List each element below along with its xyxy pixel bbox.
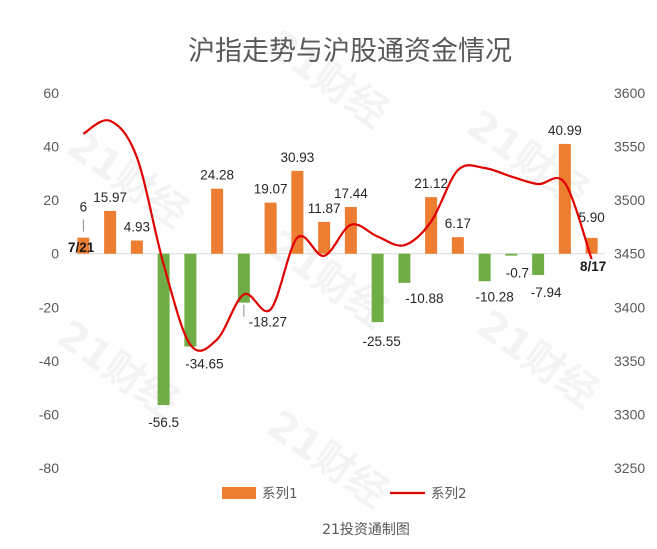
bar-label-13: 21.12: [414, 176, 448, 191]
left-axis-ticks: 60 40 20 0 -20 -40 -60 -80: [39, 85, 59, 476]
bar-14: [451, 237, 464, 254]
left-tick-2: 20: [43, 192, 59, 208]
right-tick-2: 3500: [614, 192, 645, 208]
legend-swatch-series1: [222, 487, 256, 499]
bar-12: [398, 253, 411, 283]
right-tick-3: 3450: [614, 246, 645, 262]
bar-label-9: 11.87: [308, 201, 341, 216]
bar-8: [291, 170, 304, 254]
bar-label-6: -18.27: [249, 315, 287, 330]
bar-2: [130, 240, 143, 254]
chart-title: 沪指走势与沪股通资金情况: [188, 36, 512, 67]
bar-15: [478, 253, 491, 282]
right-tick-4: 3400: [614, 299, 645, 315]
bar-label-10: 17.44: [334, 186, 368, 201]
bar-label-1: 15.97: [93, 190, 127, 205]
bar-label-15: -10.28: [475, 289, 513, 304]
line-series: [82, 119, 593, 352]
right-tick-0: 3600: [614, 85, 645, 101]
end-date-label: 8/17: [580, 259, 606, 274]
left-tick-6: -60: [39, 406, 59, 422]
watermark-5: 21财经: [469, 302, 607, 417]
left-tick-3: 0: [51, 246, 59, 262]
bar-label-12: -10.88: [405, 291, 443, 306]
bar-1: [104, 210, 117, 254]
bar-series: [77, 143, 598, 406]
left-tick-7: -80: [39, 460, 59, 476]
bar-label-8: 30.93: [280, 150, 314, 165]
bar-label-11: -25.55: [362, 334, 400, 349]
bar-label-2: 4.93: [124, 220, 150, 235]
source-credit: 21投资通制图: [322, 522, 410, 538]
bar-16: [505, 253, 518, 256]
label-leader-lines: [82, 219, 245, 317]
start-date-label: 7/21: [68, 240, 95, 255]
bar-9: [318, 221, 331, 254]
bar-data-labels: 6 15.97 4.93 -56.5 -34.65 24.28 -18.27 19.07 30.…: [80, 123, 605, 430]
bar-label-5: 24.28: [200, 168, 234, 183]
bar-label-17: -7.94: [531, 285, 562, 300]
bar-label-7: 19.07: [254, 182, 288, 197]
bar-0: [77, 237, 90, 254]
bar-label-14: 6.17: [445, 216, 471, 231]
bar-5: [211, 188, 224, 254]
bar-label-19: 5.90: [578, 210, 604, 225]
left-tick-5: -40: [39, 353, 59, 369]
right-axis-ticks: 3600 3550 3500 3450 3400 3350 3300 3250: [614, 85, 645, 476]
bar-3: [157, 253, 170, 406]
bar-label-3: -56.5: [148, 415, 179, 430]
watermark-2: 21财经: [459, 102, 597, 217]
right-tick-1: 3550: [614, 139, 645, 155]
bar-6: [237, 253, 250, 303]
bar-17: [532, 253, 545, 275]
bar-11: [371, 253, 384, 323]
legend: 系列1 系列2: [222, 486, 467, 502]
left-tick-1: 40: [43, 139, 59, 155]
bar-18: [558, 143, 571, 254]
left-tick-0: 60: [43, 85, 59, 101]
bar-label-18: 40.99: [548, 123, 582, 138]
legend-label-series2: 系列2: [431, 486, 467, 502]
right-tick-6: 3300: [614, 406, 645, 422]
bar-label-16: -0.7: [506, 266, 529, 281]
bar-label-0: 6: [80, 200, 88, 215]
bar-7: [264, 202, 277, 254]
bar-label-4: -34.65: [185, 357, 223, 372]
bar-10: [344, 207, 357, 254]
right-tick-7: 3250: [614, 460, 645, 476]
bar-4: [184, 253, 197, 347]
legend-label-series1: 系列1: [262, 486, 298, 502]
right-tick-5: 3350: [614, 353, 645, 369]
left-tick-4: -20: [39, 299, 59, 315]
bar-13: [425, 197, 438, 254]
